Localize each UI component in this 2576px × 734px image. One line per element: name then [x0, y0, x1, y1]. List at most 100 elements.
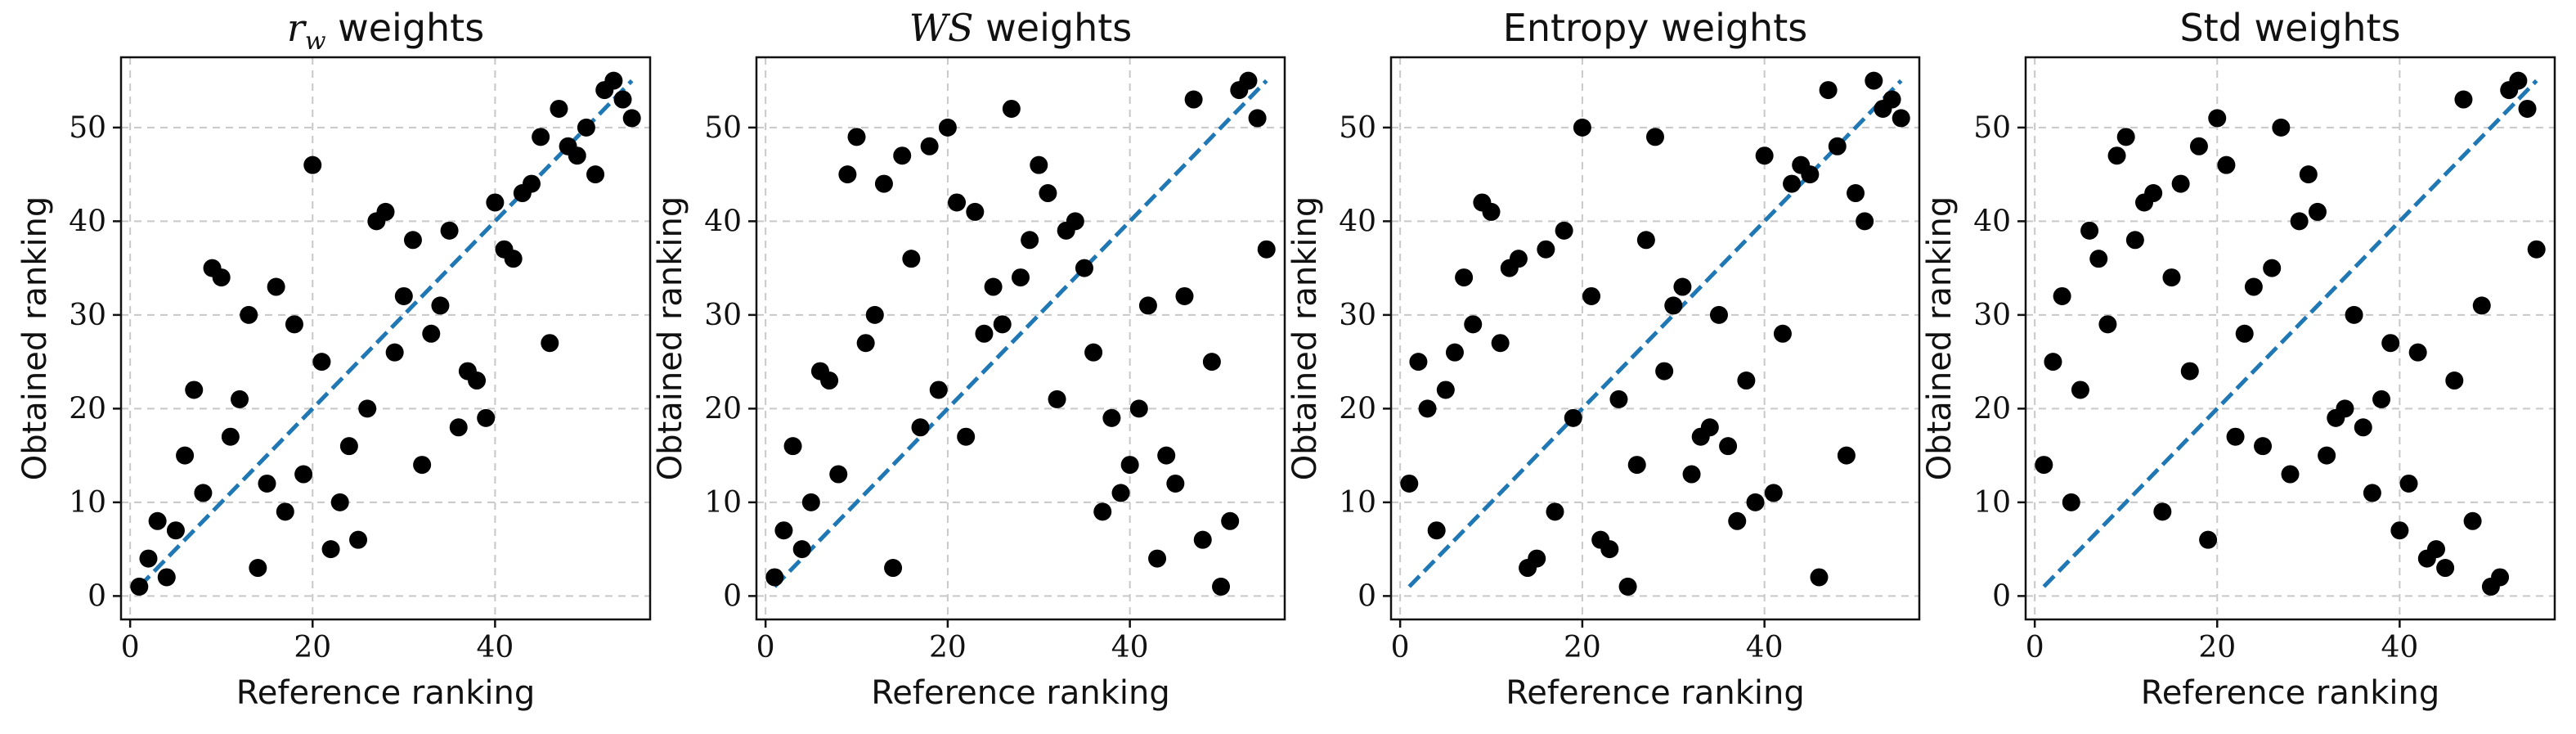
data-point: [801, 493, 820, 511]
plot-frame: [755, 56, 1286, 621]
y-tick-label: 50: [69, 111, 106, 145]
data-point: [2518, 99, 2537, 118]
data-point: [1600, 540, 1619, 559]
x-tick-label: 20: [1564, 631, 1601, 664]
data-point: [2062, 493, 2080, 511]
reference-diagonal-line: [1407, 79, 1903, 588]
scatter-panel-4: 0 20 40 0 10 20 30 40 50 Reference ranking Obtaine…: [1921, 6, 2556, 712]
data-point: [1709, 305, 1728, 324]
y-axis-label: Obtained ranking: [16, 196, 54, 481]
data-point: [130, 577, 149, 596]
data-point: [2290, 212, 2309, 231]
data-point: [1819, 81, 1838, 100]
data-point: [2053, 286, 2071, 305]
data-point: [2226, 427, 2245, 446]
data-point: [148, 511, 167, 530]
x-tick-label: 40: [476, 631, 514, 664]
data-point: [1883, 90, 1901, 109]
data-point: [2354, 418, 2372, 437]
data-point: [2363, 484, 2381, 502]
data-point: [1148, 549, 1167, 568]
data-point: [2044, 353, 2062, 372]
data-point: [240, 305, 258, 324]
data-point: [1609, 390, 1628, 408]
scatter-panel-3: 0 20 40 0 10 20 30 40 50 Reference ranking Obtaine…: [1286, 6, 1921, 712]
data-point: [884, 559, 903, 578]
data-point: [1157, 446, 1176, 465]
data-point: [2235, 324, 2254, 343]
data-point: [1138, 296, 1157, 315]
data-point: [774, 521, 793, 540]
data-point: [966, 202, 985, 221]
data-point: [2318, 446, 2336, 465]
data-point: [403, 231, 422, 250]
y-tick-label: 30: [1339, 299, 1376, 332]
data-point: [440, 221, 459, 240]
x-tick-label: 20: [929, 631, 967, 664]
data-point: [194, 484, 213, 502]
y-tick-label: 10: [1339, 486, 1376, 520]
data-point: [911, 418, 930, 437]
data-point: [294, 465, 313, 484]
data-point: [431, 296, 450, 315]
reference-diagonal-line: [137, 79, 634, 588]
data-point: [2217, 155, 2236, 174]
data-point: [1175, 286, 1194, 305]
data-point: [376, 202, 395, 221]
y-tick-label: 40: [704, 205, 742, 238]
x-axis-label: Reference ranking: [236, 674, 535, 712]
title-text: weights: [326, 6, 485, 50]
data-point: [1810, 568, 1829, 587]
title-math-symbol: r: [287, 6, 307, 50]
data-point: [613, 90, 632, 109]
data-point: [166, 521, 185, 540]
data-point: [2381, 334, 2400, 353]
y-tick-label: 20: [69, 392, 106, 426]
data-point: [185, 381, 204, 399]
data-point: [975, 324, 994, 343]
data-point: [2308, 202, 2327, 221]
data-point: [1166, 474, 1185, 493]
data-point: [2272, 118, 2291, 137]
data-point: [394, 286, 413, 305]
data-point: [330, 493, 349, 511]
data-point: [1509, 250, 1528, 268]
y-tick-label: 30: [69, 299, 106, 332]
data-point: [1618, 577, 1637, 596]
data-point: [2263, 259, 2282, 277]
data-point: [2426, 540, 2445, 559]
data-point: [984, 277, 1003, 296]
y-tick-label: 10: [704, 486, 742, 520]
data-point: [231, 390, 249, 408]
data-point: [267, 277, 285, 296]
data-point: [1039, 184, 1057, 203]
data-point: [1655, 362, 1674, 381]
data-point: [321, 540, 340, 559]
data-point: [2189, 137, 2208, 155]
data-point: [1455, 268, 1474, 287]
data-point: [2454, 90, 2473, 109]
data-point: [1120, 456, 1139, 475]
y-tick-label: 0: [1358, 579, 1376, 613]
data-point: [2199, 530, 2218, 549]
x-tick-label: 0: [1391, 631, 1410, 664]
data-point: [1746, 493, 1765, 511]
data-point: [1636, 231, 1655, 250]
data-point: [2299, 165, 2318, 184]
data-point: [1719, 437, 1738, 456]
scatter-panel-1: 0 20 40 0 10 20 30 40 50 Reference ranking Obtaine…: [16, 6, 652, 712]
data-point: [1212, 577, 1231, 596]
data-point: [1048, 390, 1066, 408]
data-point: [522, 174, 541, 193]
data-point: [303, 155, 322, 174]
scatter-panel-2: 0 20 40 0 10 20 30 40 50 Reference ranking Obtaine…: [652, 6, 1286, 712]
data-point: [1482, 202, 1501, 221]
panel-title: Std weights: [2179, 6, 2400, 50]
data-point: [1773, 324, 1792, 343]
data-point: [874, 174, 893, 193]
x-axis-label: Reference ranking: [2141, 674, 2439, 712]
data-point: [468, 372, 487, 390]
data-point: [847, 128, 866, 146]
data-point: [929, 381, 948, 399]
data-point: [1491, 334, 1510, 353]
